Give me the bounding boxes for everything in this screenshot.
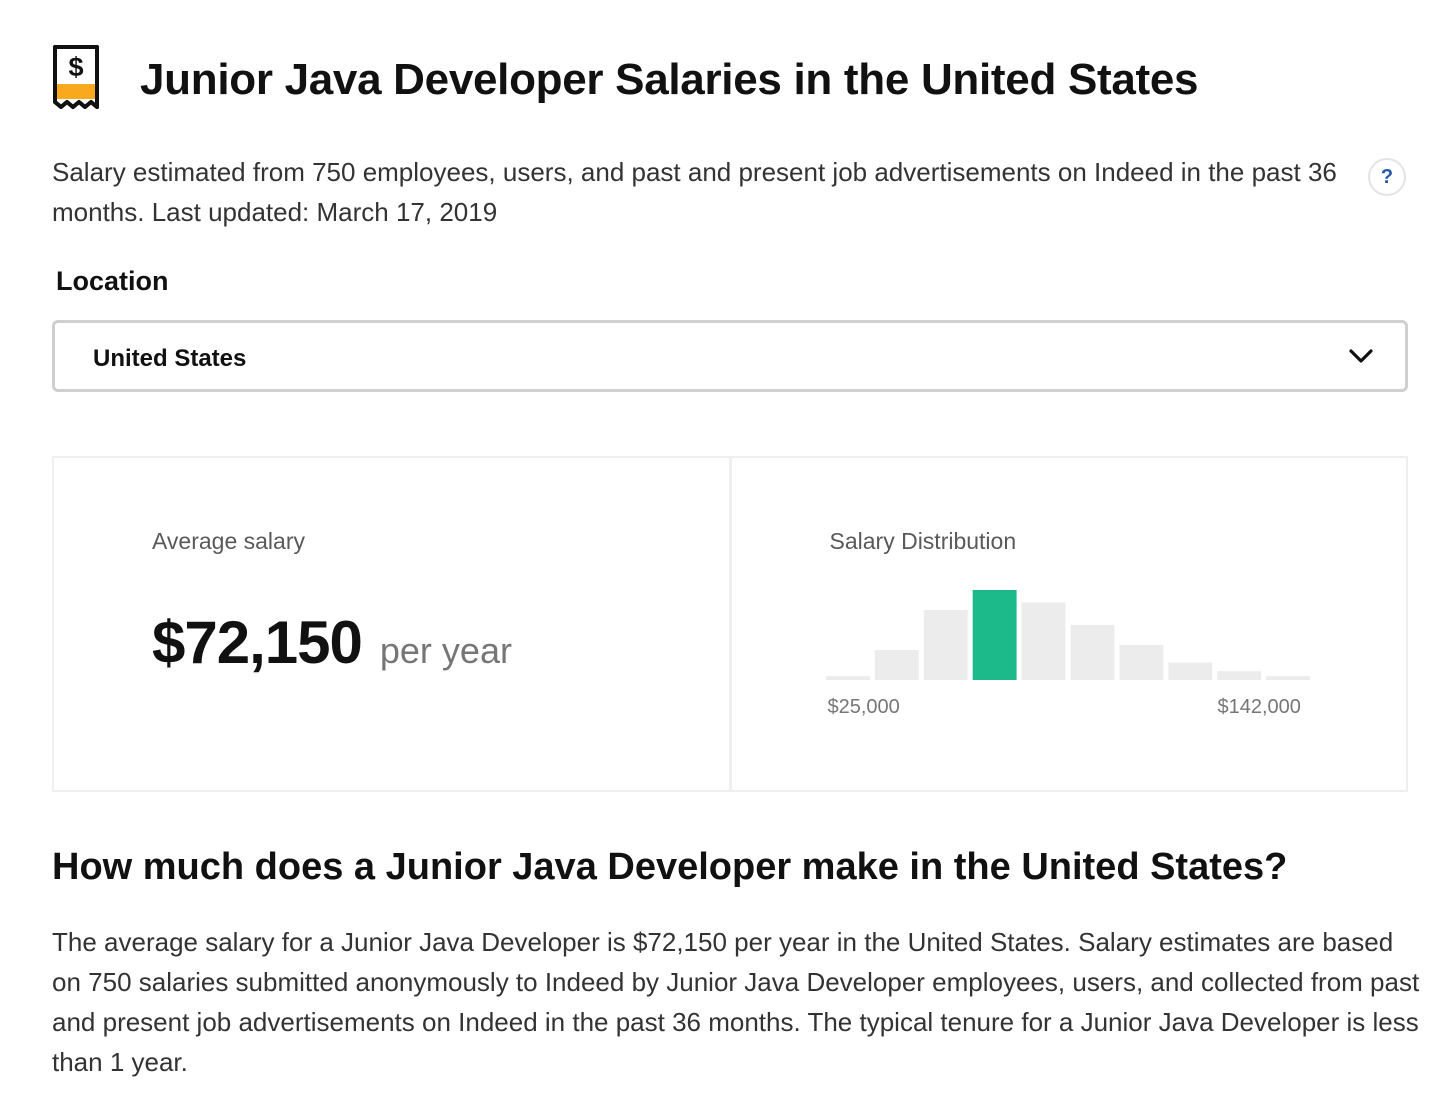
histogram-bar [1118, 645, 1163, 680]
page-title: Junior Java Developer Salaries in the Un… [140, 55, 1199, 104]
location-selected-value: United States [93, 345, 247, 372]
receipt-dollar-symbol: $ [68, 52, 83, 82]
help-button[interactable]: ? [1368, 158, 1406, 196]
average-salary-amount: $72,150 [152, 609, 363, 676]
location-select[interactable]: United States [52, 320, 1408, 392]
histogram-bar [874, 650, 919, 680]
salary-distribution-card: Salary Distribution $25,000 $142,000 [728, 458, 1407, 790]
location-label: Location [56, 266, 169, 296]
salary-cards: Average salary $72,150 per year Salary D… [52, 456, 1408, 792]
histogram-bar [1167, 662, 1212, 680]
average-salary-label: Average salary [152, 528, 305, 554]
histogram-max-label: $142,000 [1217, 696, 1301, 718]
histogram-min-label: $25,000 [827, 696, 900, 718]
histogram-bar [1265, 676, 1310, 680]
salary-question-heading: How much does a Junior Java Developer ma… [52, 846, 1288, 888]
histogram-bar-highlight [972, 590, 1017, 680]
histogram-bar [1070, 625, 1114, 680]
salary-summary: Salary estimated from 750 employees, use… [52, 157, 1337, 227]
salary-distribution-label: Salary Distribution [829, 528, 1017, 554]
receipt-dollar-icon: $ [53, 45, 99, 109]
histogram-bar [1021, 602, 1065, 680]
salary-period: per year [379, 630, 512, 671]
page-header: $ Junior Java Developer Salaries in the … [52, 44, 1199, 116]
histogram-bar [923, 610, 968, 680]
salary-description: The average salary for a Junior Java Dev… [52, 927, 1420, 1077]
histogram-bar [1216, 671, 1261, 680]
chevron-down-icon [1349, 349, 1373, 363]
histogram-bar [825, 676, 870, 680]
salary-histogram [825, 590, 1310, 680]
average-salary-card: Average salary $72,150 per year [54, 458, 729, 790]
average-salary-row: $72,150 per year [152, 608, 512, 677]
